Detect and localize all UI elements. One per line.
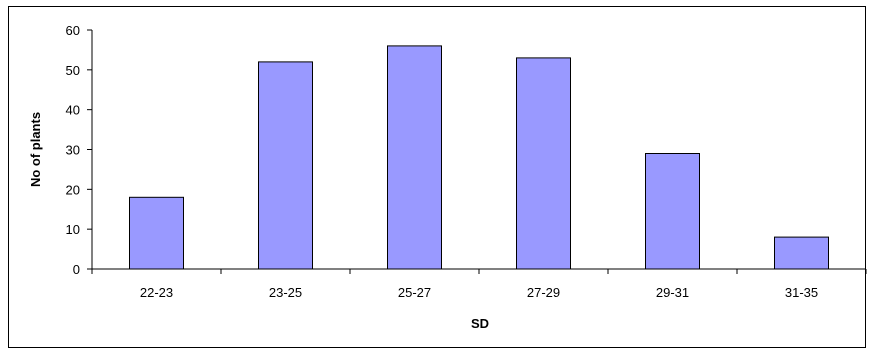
bar-25-27	[387, 45, 442, 270]
y-tick-label-50: 50	[66, 63, 80, 78]
bar-29-31	[645, 153, 700, 270]
x-tick-label-25-27: 25-27	[398, 285, 431, 300]
y-ticks-group: 0 10 20 30 40 50 60	[66, 23, 92, 277]
y-tick-label-20: 20	[66, 182, 80, 197]
bar-23-25	[258, 61, 313, 270]
x-axis-title: SD	[471, 316, 489, 331]
axes-group	[91, 30, 866, 270]
y-tick-label-0: 0	[73, 262, 80, 277]
bar-22-23	[129, 196, 184, 270]
x-ticks-group: 22-23 23-25 25-27 27-29 29-31 31-35	[91, 269, 867, 300]
y-tick-label-40: 40	[66, 103, 80, 118]
y-tick-label-60: 60	[66, 23, 80, 38]
y-axis-title: No of plants	[28, 112, 43, 187]
bar-31-35	[774, 236, 829, 270]
x-tick-label-23-25: 23-25	[269, 285, 302, 300]
bar-27-29	[516, 57, 571, 270]
bars-group	[129, 45, 829, 270]
x-tick-label-27-29: 27-29	[527, 285, 560, 300]
x-tick-label-31-35: 31-35	[785, 285, 818, 300]
x-tick-label-29-31: 29-31	[656, 285, 689, 300]
y-tick-label-10: 10	[66, 222, 80, 237]
y-tick-label-30: 30	[66, 143, 80, 158]
x-tick-label-22-23: 22-23	[140, 285, 173, 300]
